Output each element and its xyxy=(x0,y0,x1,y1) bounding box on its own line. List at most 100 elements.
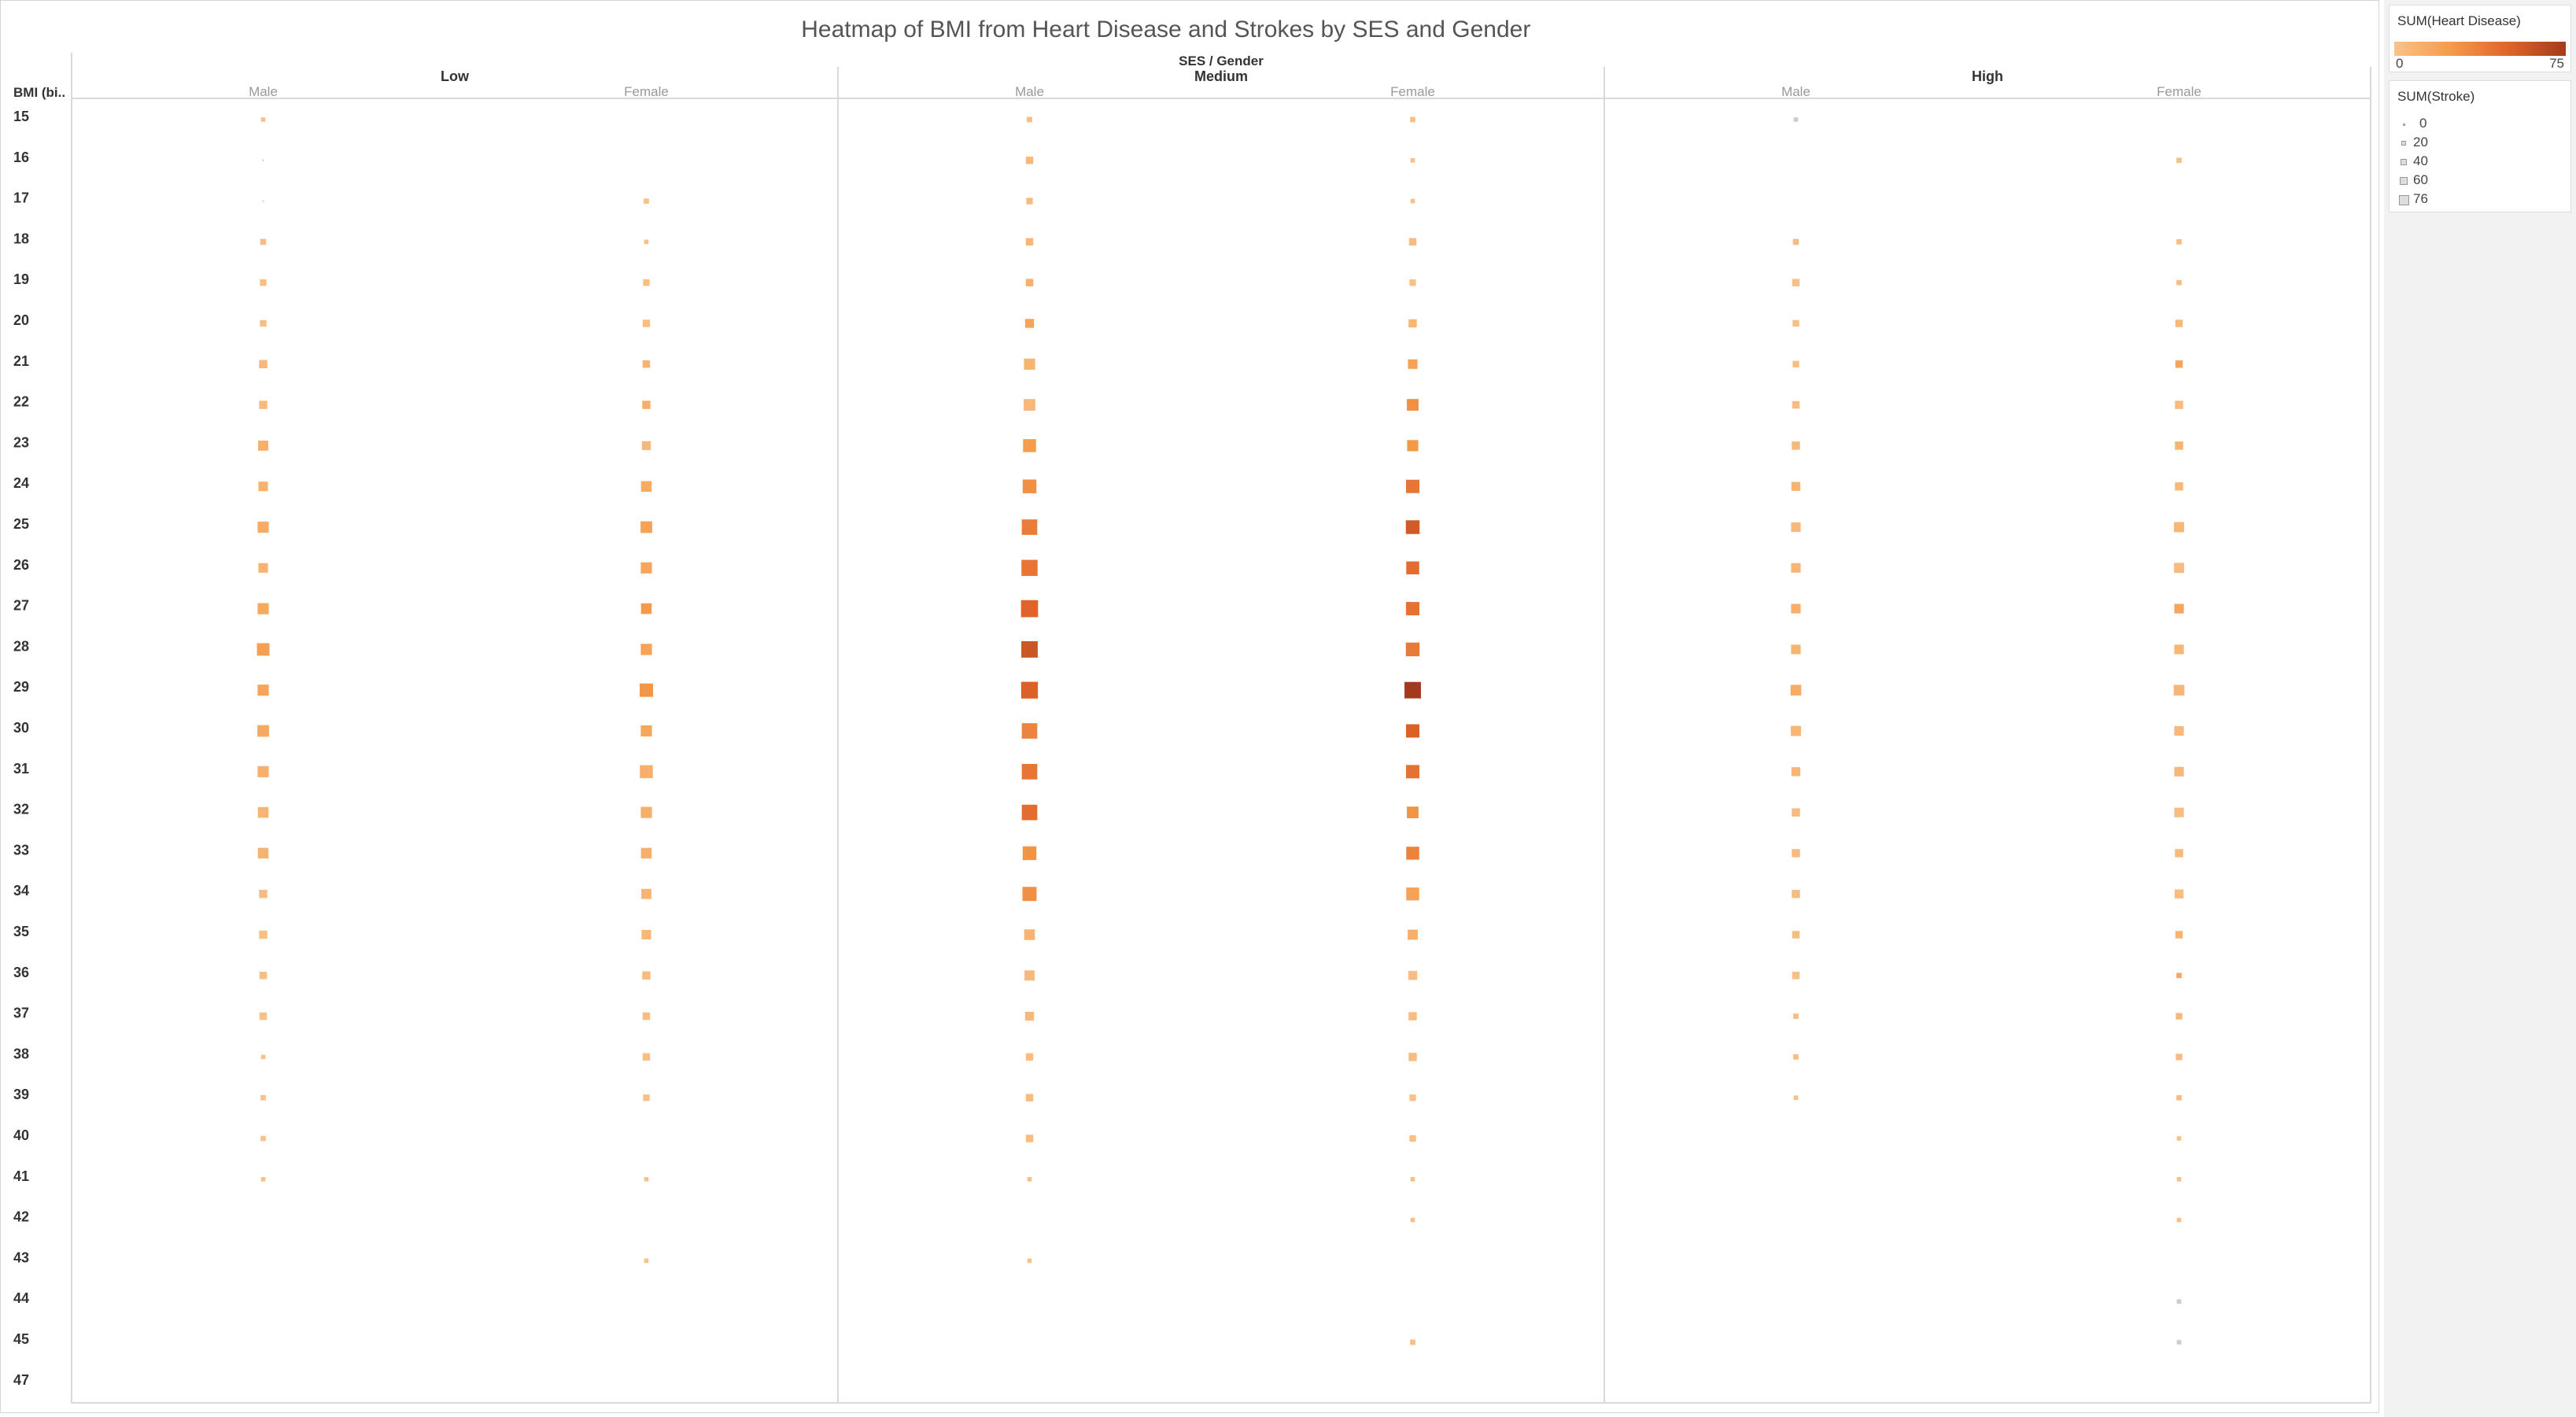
heatmap-mark xyxy=(1027,116,1032,123)
heatmap-mark xyxy=(260,238,267,245)
size-legend-item: 40 xyxy=(2397,153,2555,171)
heatmap-mark xyxy=(1791,603,1801,614)
heatmap-mark xyxy=(1793,1054,1799,1060)
heatmap-mark xyxy=(1792,400,1800,409)
heatmap-mark xyxy=(1408,319,1417,328)
heatmap-mark xyxy=(2174,522,2184,533)
size-legend-item: 0 xyxy=(2397,116,2555,133)
row-label: 18 xyxy=(13,231,29,246)
heatmap-mark xyxy=(1793,117,1799,122)
heatmap-mark xyxy=(642,319,651,327)
heatmap-mark xyxy=(642,400,651,409)
row-label: 29 xyxy=(13,679,29,695)
row-label: 17 xyxy=(13,190,29,206)
row-label: 43 xyxy=(13,1249,29,1265)
heatmap-mark xyxy=(259,930,268,939)
size-legend-label: 40 xyxy=(2413,153,2428,168)
size-legend-item: 76 xyxy=(2397,191,2555,208)
size-legend-square xyxy=(2399,176,2408,186)
heatmap-mark xyxy=(1792,931,1800,939)
row-label: 16 xyxy=(13,149,29,165)
color-legend-title: SUM(Heart Disease) xyxy=(2397,13,2521,28)
row-label: 28 xyxy=(13,638,29,654)
heatmap-mark xyxy=(1025,157,1034,164)
heatmap-mark xyxy=(260,1135,266,1142)
heatmap-mark xyxy=(1027,1176,1032,1182)
heatmap-mark xyxy=(1792,849,1800,858)
heatmap-mark xyxy=(257,685,269,696)
heatmap-mark xyxy=(644,198,649,204)
heatmap-mark xyxy=(1408,929,1418,940)
heatmap-mark xyxy=(260,1054,266,1060)
heatmap-mark xyxy=(641,441,651,451)
heatmap-mark xyxy=(1024,929,1035,940)
heatmap-mark xyxy=(644,239,649,245)
heatmap-mark xyxy=(1791,563,1801,573)
heatmap-mark xyxy=(2174,603,2184,614)
heatmap-mark xyxy=(1792,889,1800,899)
row-label: 39 xyxy=(13,1087,29,1102)
heatmap-mark xyxy=(2176,1054,2183,1061)
heatmap-mark xyxy=(258,563,268,573)
heatmap-mark xyxy=(260,279,267,286)
row-label: 25 xyxy=(13,516,29,532)
heatmap-mark xyxy=(641,929,651,940)
heatmap-mark xyxy=(1791,482,1801,491)
heatmap-mark xyxy=(260,1176,266,1182)
heatmap-mark xyxy=(1021,559,1038,577)
row-label: 27 xyxy=(13,598,29,614)
heatmap-mark xyxy=(257,521,269,533)
heatmap-mark xyxy=(2175,400,2183,409)
row-label: 19 xyxy=(13,271,29,287)
heatmap-mark xyxy=(1025,238,1034,246)
heatmap-mark xyxy=(1792,319,1799,327)
heatmap-mark xyxy=(640,562,652,574)
heatmap-mark xyxy=(1021,763,1038,780)
heatmap-mark xyxy=(2176,1176,2182,1182)
heatmap-mark xyxy=(2174,563,2184,574)
heatmap-mark xyxy=(1792,808,1800,817)
row-label: 35 xyxy=(13,924,29,939)
size-legend-label: 0 xyxy=(2419,116,2427,131)
row-label: 42 xyxy=(13,1209,29,1225)
heatmap-mark xyxy=(1024,399,1035,411)
heatmap-mark xyxy=(643,1094,650,1101)
heatmap-mark xyxy=(1021,519,1038,535)
heatmap-mark xyxy=(642,360,651,368)
row-label: 30 xyxy=(13,720,29,736)
heatmap-mark xyxy=(1793,1095,1799,1101)
heatmap-mark xyxy=(1022,887,1037,902)
heatmap-mark xyxy=(1406,561,1419,575)
gender-label-high-male: Male xyxy=(1781,84,1810,99)
legend-panel: SUM(Heart Disease) 0 75 SUM(Stroke) 0 20 4… xyxy=(2384,0,2576,1417)
row-label: 37 xyxy=(13,1006,29,1021)
heatmap-mark xyxy=(2174,725,2184,736)
group-label-medium: Medium xyxy=(1194,68,1248,84)
heatmap-mark xyxy=(1021,640,1038,658)
row-label: 36 xyxy=(13,965,29,980)
color-legend[interactable]: SUM(Heart Disease) 0 75 xyxy=(2389,5,2571,72)
heatmap-mark xyxy=(640,481,652,492)
heatmap-mark xyxy=(640,521,652,533)
heatmap-mark xyxy=(260,319,267,327)
row-label: 31 xyxy=(13,761,29,777)
heatmap-mark xyxy=(1408,1053,1417,1061)
size-legend-square xyxy=(2401,159,2407,165)
heatmap-mark xyxy=(259,1012,268,1020)
size-legend-square xyxy=(2402,123,2405,126)
gender-label-medium-male: Male xyxy=(1015,84,1044,99)
heatmap-mark xyxy=(640,806,652,818)
heatmap-mark xyxy=(1409,1135,1416,1142)
heatmap-mark xyxy=(643,279,650,286)
heatmap-mark xyxy=(1792,972,1800,980)
heatmap-mark xyxy=(1023,439,1036,452)
heatmap-mark xyxy=(1020,681,1039,699)
heatmap-mark xyxy=(2176,972,2182,979)
size-legend-title: SUM(Stroke) xyxy=(2397,89,2475,104)
size-legend[interactable]: SUM(Stroke) 0 20 40 60 76 xyxy=(2389,80,2571,212)
heatmap-mark xyxy=(2174,807,2184,817)
heatmap-mark xyxy=(2175,931,2183,939)
heatmap-mark xyxy=(1791,725,1801,736)
heatmap-mark xyxy=(257,603,269,614)
heatmap-mark xyxy=(641,888,651,899)
